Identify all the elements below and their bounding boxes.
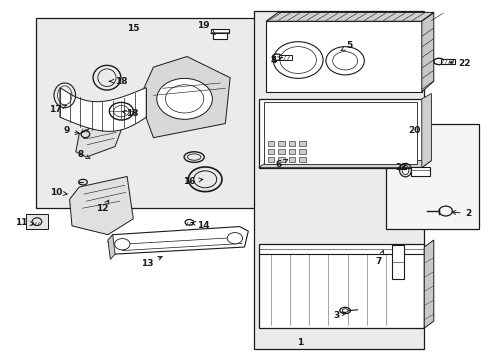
Circle shape: [157, 78, 212, 119]
Bar: [258, 243, 424, 328]
Polygon shape: [108, 226, 248, 254]
Bar: [278, 149, 284, 154]
Bar: [36, 18, 256, 208]
Polygon shape: [421, 94, 430, 168]
Bar: [267, 141, 274, 146]
Text: 1: 1: [297, 338, 303, 347]
Polygon shape: [26, 213, 48, 229]
Polygon shape: [424, 240, 433, 328]
Text: 14: 14: [191, 221, 209, 230]
Text: 4: 4: [270, 55, 282, 64]
Text: 15: 15: [127, 24, 139, 33]
Polygon shape: [76, 123, 122, 157]
Text: 20: 20: [407, 126, 420, 135]
Polygon shape: [265, 12, 433, 21]
Polygon shape: [69, 176, 133, 235]
Bar: [299, 157, 305, 162]
Bar: [299, 141, 305, 146]
Bar: [278, 157, 284, 162]
Text: 21: 21: [395, 163, 407, 172]
Text: 6: 6: [275, 159, 287, 169]
Text: 10: 10: [50, 188, 67, 197]
Polygon shape: [139, 57, 230, 138]
Text: 2: 2: [451, 209, 471, 218]
Bar: [440, 59, 454, 64]
Text: 22: 22: [448, 59, 470, 68]
Text: 3: 3: [333, 311, 345, 320]
Bar: [385, 123, 478, 229]
Text: 12: 12: [96, 200, 109, 213]
Bar: [410, 167, 429, 176]
Text: 8: 8: [77, 150, 90, 159]
Text: 19: 19: [197, 21, 215, 34]
Text: 11: 11: [16, 218, 34, 227]
Text: 9: 9: [63, 126, 79, 135]
Bar: [299, 149, 305, 154]
Polygon shape: [265, 21, 421, 92]
Polygon shape: [421, 12, 433, 92]
Text: 16: 16: [183, 176, 203, 185]
Bar: [210, 29, 229, 32]
Bar: [391, 245, 403, 279]
Bar: [288, 141, 295, 146]
Bar: [254, 11, 424, 349]
Bar: [267, 157, 274, 162]
Text: 18: 18: [109, 77, 127, 86]
Bar: [267, 149, 274, 154]
Text: 17: 17: [49, 105, 67, 114]
Text: 7: 7: [375, 251, 383, 266]
Polygon shape: [108, 235, 115, 259]
Polygon shape: [258, 161, 430, 168]
Bar: [288, 149, 295, 154]
Text: 5: 5: [340, 41, 351, 51]
Bar: [288, 157, 295, 162]
Bar: [258, 99, 421, 168]
Text: 13: 13: [141, 256, 162, 269]
Polygon shape: [60, 87, 146, 131]
Bar: [213, 32, 226, 39]
Circle shape: [227, 233, 242, 244]
Circle shape: [114, 239, 130, 250]
Text: 18: 18: [122, 109, 138, 118]
Bar: [263, 102, 416, 164]
Bar: [279, 55, 292, 60]
Bar: [278, 141, 284, 146]
